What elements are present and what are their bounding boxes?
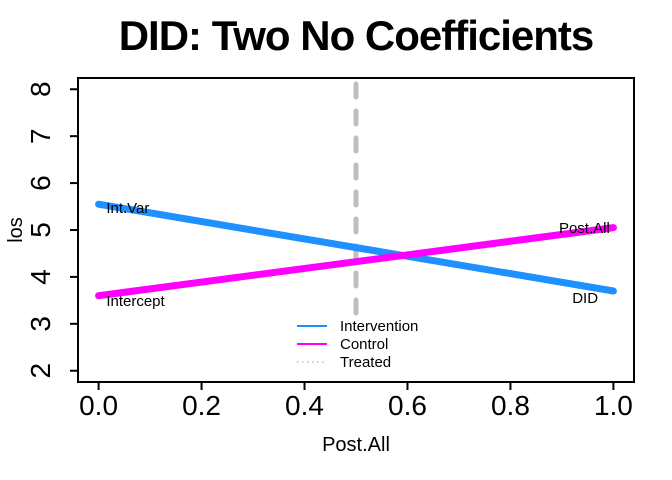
legend-background <box>286 320 436 372</box>
x-tick-label: 1.0 <box>594 390 633 421</box>
x-tick-label: 0.2 <box>182 390 221 421</box>
y-tick-label: 3 <box>25 316 56 332</box>
x-tick-label: 0.0 <box>79 390 118 421</box>
x-tick-label: 0.6 <box>388 390 427 421</box>
y-tick-label: 7 <box>25 128 56 144</box>
y-tick-label: 4 <box>25 269 56 285</box>
chart-title: DID: Two No Coefficients <box>118 12 595 59</box>
annotation-post-all: Post.All <box>559 220 610 237</box>
annotation-int-var: Int.Var <box>106 200 149 217</box>
legend-label-intervention: Intervention <box>340 318 418 335</box>
y-tick-label: 8 <box>25 81 56 97</box>
y-tick-label: 6 <box>25 175 56 191</box>
legend-label-control: Control <box>340 336 388 353</box>
x-tick-label: 0.8 <box>491 390 530 421</box>
annotation-did: DID <box>572 290 598 307</box>
y-tick-label: 2 <box>25 363 56 379</box>
y-tick-label: 5 <box>25 222 56 238</box>
x-axis-label: Post.All <box>322 434 390 456</box>
annotation-intercept: Intercept <box>106 293 165 310</box>
series-line-intervention <box>95 200 617 295</box>
legend-label-treated: Treated <box>340 354 391 371</box>
series-line-control <box>95 224 617 300</box>
x-tick-label: 0.4 <box>285 390 324 421</box>
y-axis-label: los <box>5 217 27 243</box>
